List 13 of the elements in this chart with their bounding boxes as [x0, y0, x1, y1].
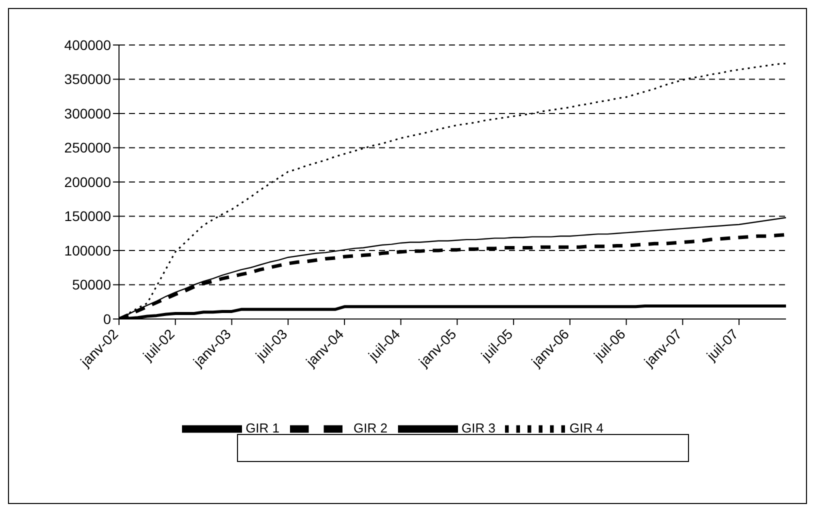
- y-tick-label: 50000: [72, 276, 112, 293]
- legend-label: GIR 3: [462, 420, 496, 436]
- y-tick-label: 150000: [64, 208, 112, 224]
- y-tick-label: 200000: [64, 174, 112, 190]
- y-tick-label: 300000: [64, 105, 112, 122]
- y-tick-label: 250000: [64, 140, 112, 156]
- y-tick-label: 350000: [64, 71, 112, 88]
- y-tick-label: 100000: [64, 242, 112, 258]
- y-tick-label: 400000: [64, 36, 112, 53]
- legend-label: GIR 2: [354, 420, 388, 436]
- legend-label: GIR 1: [246, 420, 280, 436]
- y-tick-label: 0: [103, 310, 112, 327]
- legend-label: GIR 4: [569, 420, 604, 436]
